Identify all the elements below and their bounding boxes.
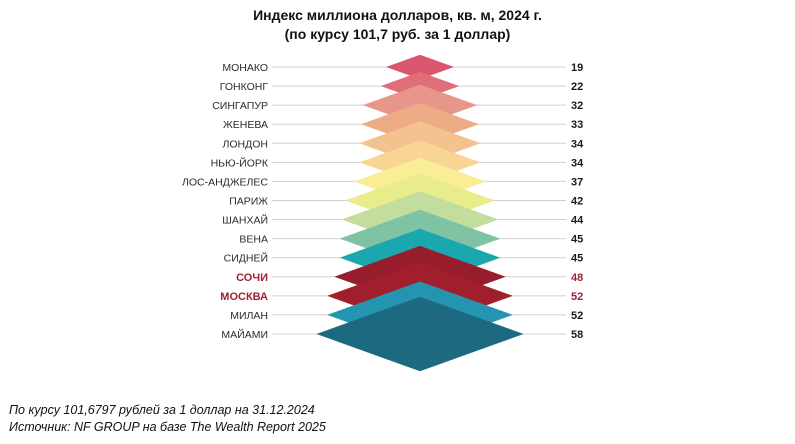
value-labels: 19 22 32 33 34 34 37 42 44 45 45 48 52 52 58 [571,62,584,341]
category-label: ЛОНДОН [222,138,268,150]
category-label: НЬЮ-ЙОРК [211,156,269,169]
footnote-source: Источник: NF GROUP на базе The Wealth Re… [9,420,326,434]
value-label: 19 [571,62,583,74]
value-label: 34 [571,138,584,150]
diamond-layer [386,54,454,80]
value-label: 48 [571,272,583,284]
chart-title-block: Индекс миллиона долларов, кв. м, 2024 г.… [0,6,795,44]
value-label: 44 [571,215,584,227]
category-label: СОЧИ [236,272,268,284]
diamond-layer [316,296,524,372]
category-labels: МОНАКО ГОНКОНГ СИНГАПУР ЖЕНЕВА ЛОНДОН НЬЮ-ЙОР… [182,62,269,341]
category-label: ВЕНА [239,234,268,246]
value-label: 22 [571,81,583,93]
value-label: 58 [571,329,583,341]
category-label: СИДНЕЙ [224,252,268,265]
diamond-layers [316,54,524,372]
category-label: СИНГАПУР [212,100,268,112]
chart-subtitle: (по курсу 101,7 руб. за 1 доллар) [284,26,511,42]
value-label: 52 [571,291,583,303]
category-label: МИЛАН [230,310,268,322]
value-label: 37 [571,176,583,188]
category-label: МАЙАМИ [221,328,268,341]
value-label: 33 [571,119,583,131]
value-label: 52 [571,310,583,322]
chart-title: Индекс миллиона долларов, кв. м, 2024 г. [253,7,542,23]
footnotes: По курсу 101,6797 рублей за 1 доллар на … [9,402,326,436]
value-label: 34 [571,157,584,169]
category-label: ЖЕНЕВА [223,119,268,131]
value-label: 32 [571,100,583,112]
category-label: ШАНХАЙ [222,214,268,227]
category-label: МОСКВА [220,291,268,303]
value-label: 45 [571,234,583,246]
category-label: ПАРИЖ [229,195,268,207]
value-label: 45 [571,253,583,265]
footnote-exchange-rate: По курсу 101,6797 рублей за 1 доллар на … [9,403,315,417]
category-label: МОНАКО [222,62,268,74]
category-label: ЛОС-АНДЖЕЛЕС [182,176,268,188]
value-label: 42 [571,195,583,207]
category-label: ГОНКОНГ [220,81,269,93]
